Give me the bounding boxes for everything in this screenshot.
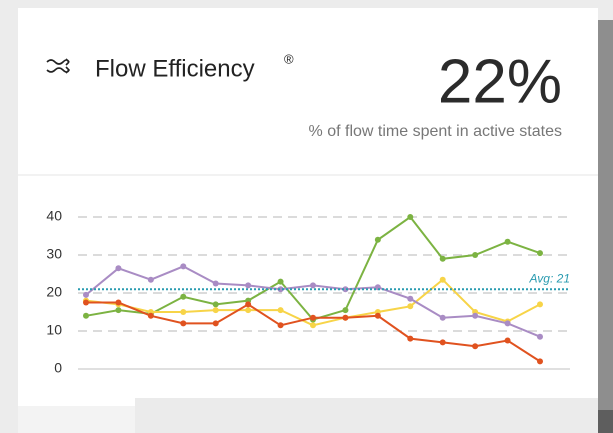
y-tick-label: 20 (46, 284, 62, 300)
point (277, 322, 284, 329)
card (18, 8, 598, 433)
scrollbar-thumb (598, 410, 613, 433)
point (537, 333, 543, 340)
point (180, 309, 187, 315)
point (180, 320, 187, 327)
point (537, 250, 543, 257)
point (277, 278, 284, 285)
scrollbar (598, 20, 613, 433)
registered-mark: ® (284, 51, 294, 66)
point (212, 301, 219, 308)
point (374, 312, 381, 319)
point (342, 307, 349, 314)
point (342, 314, 349, 321)
point (245, 301, 252, 308)
point (277, 307, 284, 314)
point (83, 312, 89, 319)
point (310, 282, 316, 289)
point (310, 314, 316, 321)
point (212, 280, 219, 287)
point (212, 307, 219, 314)
point (407, 295, 414, 302)
y-tick-label: 10 (46, 322, 62, 338)
point (147, 276, 154, 283)
y-tick-label: 40 (46, 208, 62, 224)
point (537, 301, 543, 308)
point (537, 358, 543, 365)
point (115, 299, 122, 306)
point (407, 214, 414, 220)
point (374, 236, 381, 243)
point (439, 339, 446, 346)
point (212, 320, 219, 327)
point (310, 322, 316, 329)
point (439, 276, 446, 283)
plot: 0 10 20 30 40 Avg: 21 (46, 208, 570, 376)
point (472, 312, 479, 319)
point (245, 307, 252, 314)
flow-icon (46, 58, 70, 74)
point (472, 252, 479, 258)
point (83, 291, 89, 298)
point (504, 337, 511, 344)
point (504, 320, 511, 327)
point (342, 286, 349, 293)
point (180, 293, 187, 300)
point (439, 255, 446, 262)
point (245, 282, 252, 289)
point (180, 263, 187, 270)
avg-label: Avg: 21 (529, 271, 570, 285)
point (147, 312, 154, 319)
point (115, 265, 122, 272)
y-tick-label: 0 (54, 360, 62, 376)
point (115, 307, 122, 314)
point (504, 238, 511, 245)
point (277, 286, 284, 293)
subtitle: % of flow time spent in active states (309, 123, 562, 140)
point (407, 335, 414, 342)
point (439, 314, 446, 321)
point (407, 303, 414, 310)
big-value: 22% (438, 47, 562, 116)
point (83, 299, 89, 306)
y-tick-label: 30 (46, 246, 62, 262)
footer-panel (135, 398, 598, 433)
point (472, 343, 479, 350)
title: Flow Efficiency (95, 55, 255, 82)
